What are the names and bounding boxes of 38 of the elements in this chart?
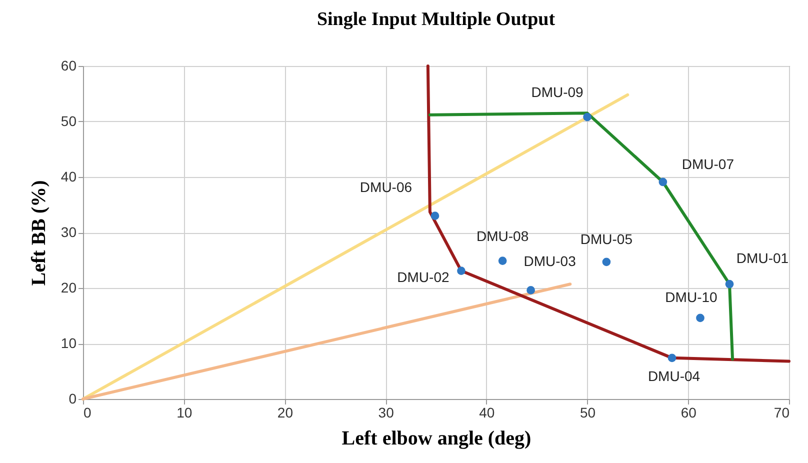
y-tick-label: 50: [60, 113, 77, 129]
x-tick-label: 70: [774, 404, 790, 420]
annotation: DMU-05: [580, 230, 633, 247]
annotation: DMU-01: [736, 250, 789, 266]
annotation: DMU-07: [682, 156, 734, 172]
y-tick-label: 60: [60, 58, 77, 74]
x-tick-label: 50: [580, 404, 596, 420]
y-tick-label: 0: [68, 390, 77, 406]
y-tick-label: 40: [60, 168, 77, 184]
x-axis-title: Left elbow angle (deg): [342, 428, 532, 450]
y-tick-label: 30: [60, 224, 77, 240]
point: [725, 280, 734, 288]
point: [696, 314, 704, 322]
point: [457, 266, 466, 275]
annotation: DMU-08: [476, 228, 529, 244]
x-tick-label: 10: [176, 404, 192, 420]
point: [583, 112, 592, 122]
point: [526, 286, 535, 294]
point: [430, 212, 440, 220]
point: [668, 354, 676, 362]
y-tick-label: 10: [60, 335, 77, 351]
annotation: DMU-02: [397, 268, 450, 285]
x-tick-label: 0: [84, 404, 92, 420]
y-axis-title: Left BB (%): [28, 180, 50, 286]
point: [498, 256, 507, 265]
point: [658, 178, 668, 186]
annotation: DMU-06: [360, 178, 412, 195]
chart-title: Single Input Multiple Output: [316, 9, 556, 30]
x-tick-label: 40: [479, 404, 495, 420]
annotation: DMU-10: [665, 288, 718, 305]
x-tick-label: 20: [277, 404, 294, 420]
x-tick-label: 60: [680, 404, 697, 420]
annotation: DMU-09: [531, 84, 584, 100]
x-tick-label: 30: [378, 404, 394, 420]
y-tick-label: 20: [60, 280, 77, 296]
point: [602, 258, 611, 266]
annotation: DMU-03: [524, 253, 576, 270]
annotation: DMU-04: [648, 368, 700, 384]
